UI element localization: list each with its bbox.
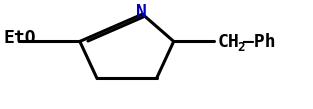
Text: EtO: EtO: [3, 29, 36, 47]
Text: N: N: [136, 3, 147, 21]
Text: CH: CH: [218, 33, 239, 51]
Text: 2: 2: [237, 41, 244, 54]
Text: —Ph: —Ph: [243, 33, 276, 51]
